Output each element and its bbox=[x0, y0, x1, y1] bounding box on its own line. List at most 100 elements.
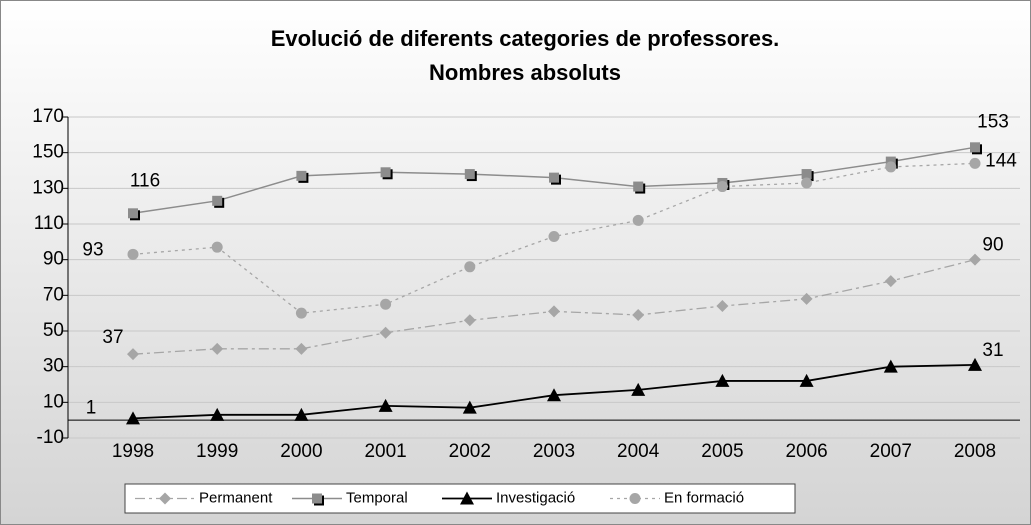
data-label: 144 bbox=[985, 150, 1017, 171]
x-tick-label: 2000 bbox=[280, 441, 322, 462]
point bbox=[884, 275, 897, 288]
marker bbox=[969, 253, 981, 266]
point bbox=[463, 314, 476, 327]
marker bbox=[295, 307, 307, 319]
legend-label: En formació bbox=[664, 489, 744, 506]
point bbox=[632, 308, 645, 321]
y-tick-label: 90 bbox=[43, 249, 64, 270]
point bbox=[460, 491, 474, 505]
point bbox=[548, 230, 560, 242]
x-tick-label: 2008 bbox=[954, 441, 996, 462]
point bbox=[883, 359, 898, 373]
marker bbox=[715, 373, 730, 387]
point bbox=[800, 292, 813, 305]
point bbox=[716, 181, 728, 193]
x-tick-label: 1998 bbox=[112, 441, 154, 462]
point bbox=[547, 388, 561, 402]
marker bbox=[210, 407, 225, 421]
point bbox=[378, 398, 393, 412]
y-tick-label: 50 bbox=[43, 320, 64, 341]
marker bbox=[212, 195, 223, 206]
y-tick-label: 110 bbox=[34, 213, 64, 234]
y-tick-label: 30 bbox=[43, 356, 64, 377]
point bbox=[127, 248, 139, 260]
marker bbox=[716, 300, 729, 313]
point bbox=[379, 326, 392, 339]
point bbox=[969, 253, 981, 266]
marker bbox=[312, 493, 322, 504]
data-label: 31 bbox=[982, 340, 1003, 361]
point bbox=[633, 181, 646, 194]
marker bbox=[378, 398, 393, 412]
x-tick-label: 2006 bbox=[785, 441, 827, 462]
marker bbox=[211, 342, 224, 355]
point bbox=[380, 298, 392, 310]
data-label: 153 bbox=[977, 111, 1009, 132]
point bbox=[296, 170, 309, 183]
marker bbox=[379, 326, 392, 339]
x-tick-label: 2002 bbox=[449, 441, 491, 462]
marker bbox=[968, 357, 982, 371]
x-tick-label: 2001 bbox=[364, 441, 406, 462]
marker bbox=[463, 314, 476, 327]
y-tick-label: 10 bbox=[43, 391, 64, 412]
y-tick-label: 170 bbox=[32, 106, 64, 127]
chart-title: Evolució de diferents categories de prof… bbox=[271, 26, 780, 51]
point bbox=[801, 177, 813, 189]
marker bbox=[127, 248, 139, 260]
point bbox=[631, 382, 646, 396]
marker bbox=[547, 388, 561, 402]
marker bbox=[801, 177, 813, 189]
marker bbox=[883, 359, 898, 373]
marker bbox=[969, 157, 981, 169]
marker bbox=[211, 241, 223, 253]
point bbox=[211, 342, 224, 355]
point bbox=[210, 407, 225, 421]
marker bbox=[380, 298, 392, 310]
data-label: 1 bbox=[86, 397, 97, 418]
marker bbox=[464, 169, 475, 180]
point bbox=[548, 305, 560, 318]
point bbox=[294, 407, 309, 421]
marker bbox=[460, 491, 474, 505]
point bbox=[128, 208, 140, 221]
point bbox=[632, 214, 644, 226]
x-tick-label: 2003 bbox=[533, 441, 575, 462]
marker bbox=[294, 407, 309, 421]
marker bbox=[128, 208, 138, 219]
marker bbox=[800, 292, 813, 305]
marker bbox=[127, 348, 139, 361]
data-label: 116 bbox=[130, 170, 160, 191]
marker bbox=[464, 261, 476, 273]
point bbox=[799, 373, 814, 387]
x-tick-label: 1999 bbox=[196, 441, 238, 462]
point bbox=[715, 373, 730, 387]
point bbox=[159, 492, 171, 505]
marker bbox=[296, 170, 307, 181]
chart-title: Nombres absoluts bbox=[429, 60, 621, 85]
point bbox=[295, 342, 308, 355]
marker bbox=[549, 172, 559, 183]
marker bbox=[633, 181, 644, 192]
point bbox=[212, 195, 225, 208]
marker bbox=[126, 411, 140, 425]
point bbox=[312, 493, 324, 506]
marker bbox=[295, 342, 308, 355]
point bbox=[462, 400, 477, 414]
marker bbox=[801, 169, 812, 180]
marker bbox=[885, 161, 897, 173]
data-label: 37 bbox=[102, 327, 123, 348]
point bbox=[380, 167, 393, 180]
point bbox=[211, 241, 223, 253]
legend-label: Permanent bbox=[199, 489, 273, 506]
point bbox=[629, 493, 641, 504]
marker bbox=[462, 400, 477, 414]
marker bbox=[631, 382, 646, 396]
marker bbox=[716, 181, 728, 193]
point bbox=[969, 157, 981, 169]
marker bbox=[632, 214, 644, 226]
point bbox=[126, 411, 140, 425]
marker bbox=[884, 275, 897, 288]
marker bbox=[632, 308, 645, 321]
